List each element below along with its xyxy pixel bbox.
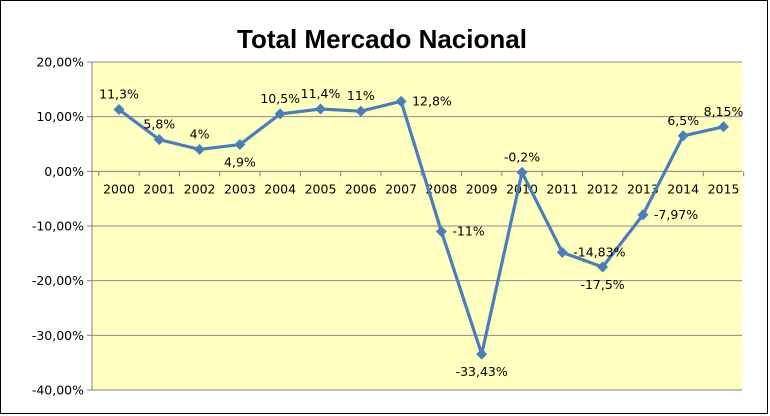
- data-point-marker: [597, 261, 609, 273]
- data-point-marker: [677, 130, 689, 142]
- y-tick-label: 0,00%: [44, 164, 84, 179]
- x-tick-label: 2013: [627, 181, 659, 196]
- x-tick-label: 2006: [345, 181, 377, 196]
- y-axis-ticks: 20,00% 10,00% 0,00% -10,00% -20,00% -30,00% -4…: [32, 55, 92, 398]
- data-point-marker: [556, 246, 568, 258]
- data-point-marker: [234, 139, 246, 151]
- x-tick-label: 2004: [264, 181, 296, 196]
- x-tick-label: 2005: [305, 181, 337, 196]
- x-tick-label: 2009: [466, 181, 498, 196]
- chart-title: Total Mercado Nacional: [237, 24, 527, 54]
- data-label: 11,4%: [301, 86, 341, 101]
- data-point-marker: [395, 95, 407, 107]
- x-tick-label: 2011: [546, 181, 578, 196]
- gridlines: [92, 61, 742, 336]
- data-label: 12,8%: [412, 93, 452, 108]
- data-label: -14,83%: [573, 244, 625, 259]
- x-tick-label: 2007: [385, 181, 417, 196]
- data-point-marker: [194, 143, 206, 155]
- y-tick-label: -40,00%: [32, 383, 84, 398]
- series-line: [117, 99, 726, 356]
- data-point-marker: [153, 134, 165, 146]
- x-tick-label: 2012: [587, 181, 619, 196]
- x-tick-label: 2014: [667, 181, 699, 196]
- y-tick-label: 20,00%: [36, 55, 84, 70]
- x-tick-label: 2000: [103, 181, 135, 196]
- x-tick-label: 2015: [708, 181, 740, 196]
- series-layer: [113, 95, 729, 360]
- data-label: 8,15%: [704, 104, 744, 119]
- x-tick-label: 2008: [425, 181, 457, 196]
- data-point-marker: [355, 105, 367, 117]
- y-tick-label: -30,00%: [32, 328, 84, 343]
- data-point-marker: [274, 108, 286, 120]
- data-label: 10,5%: [260, 91, 300, 106]
- x-tick-label: 2001: [143, 181, 175, 196]
- data-label: 6,5%: [667, 113, 699, 128]
- data-label: -0,2%: [504, 149, 540, 164]
- data-labels: 11,3% 5,8% 4% 4,9% 10,5% 11,4% 11% 12,8% -11% -33…: [99, 86, 743, 379]
- data-point-marker: [435, 225, 447, 237]
- y-tick-label: -10,00%: [32, 219, 84, 234]
- data-label: -11%: [452, 223, 484, 238]
- data-label: -33,43%: [456, 364, 508, 379]
- data-label: -7,97%: [654, 207, 698, 222]
- x-tick-label: 2002: [184, 181, 216, 196]
- data-point-marker: [718, 121, 729, 133]
- data-point-marker: [476, 348, 488, 360]
- y-tick-label: -20,00%: [32, 273, 84, 288]
- data-point-marker: [516, 166, 528, 178]
- data-label: 4%: [190, 126, 210, 141]
- x-tick-label: 2003: [224, 181, 256, 196]
- x-axis-ticks: 2000 2001 2002 2003 2004 2005 2006 2007 2008 2009…: [98, 171, 745, 196]
- data-label: 11%: [347, 88, 375, 103]
- data-point-marker: [637, 209, 649, 221]
- y-tick-label: 10,00%: [36, 109, 84, 124]
- data-label: 4,9%: [224, 155, 256, 170]
- data-label: -17,5%: [580, 277, 624, 292]
- data-point-marker: [315, 103, 326, 115]
- data-label: 5,8%: [143, 117, 175, 132]
- data-point-marker: [113, 104, 125, 116]
- data-label: 11,3%: [99, 87, 139, 102]
